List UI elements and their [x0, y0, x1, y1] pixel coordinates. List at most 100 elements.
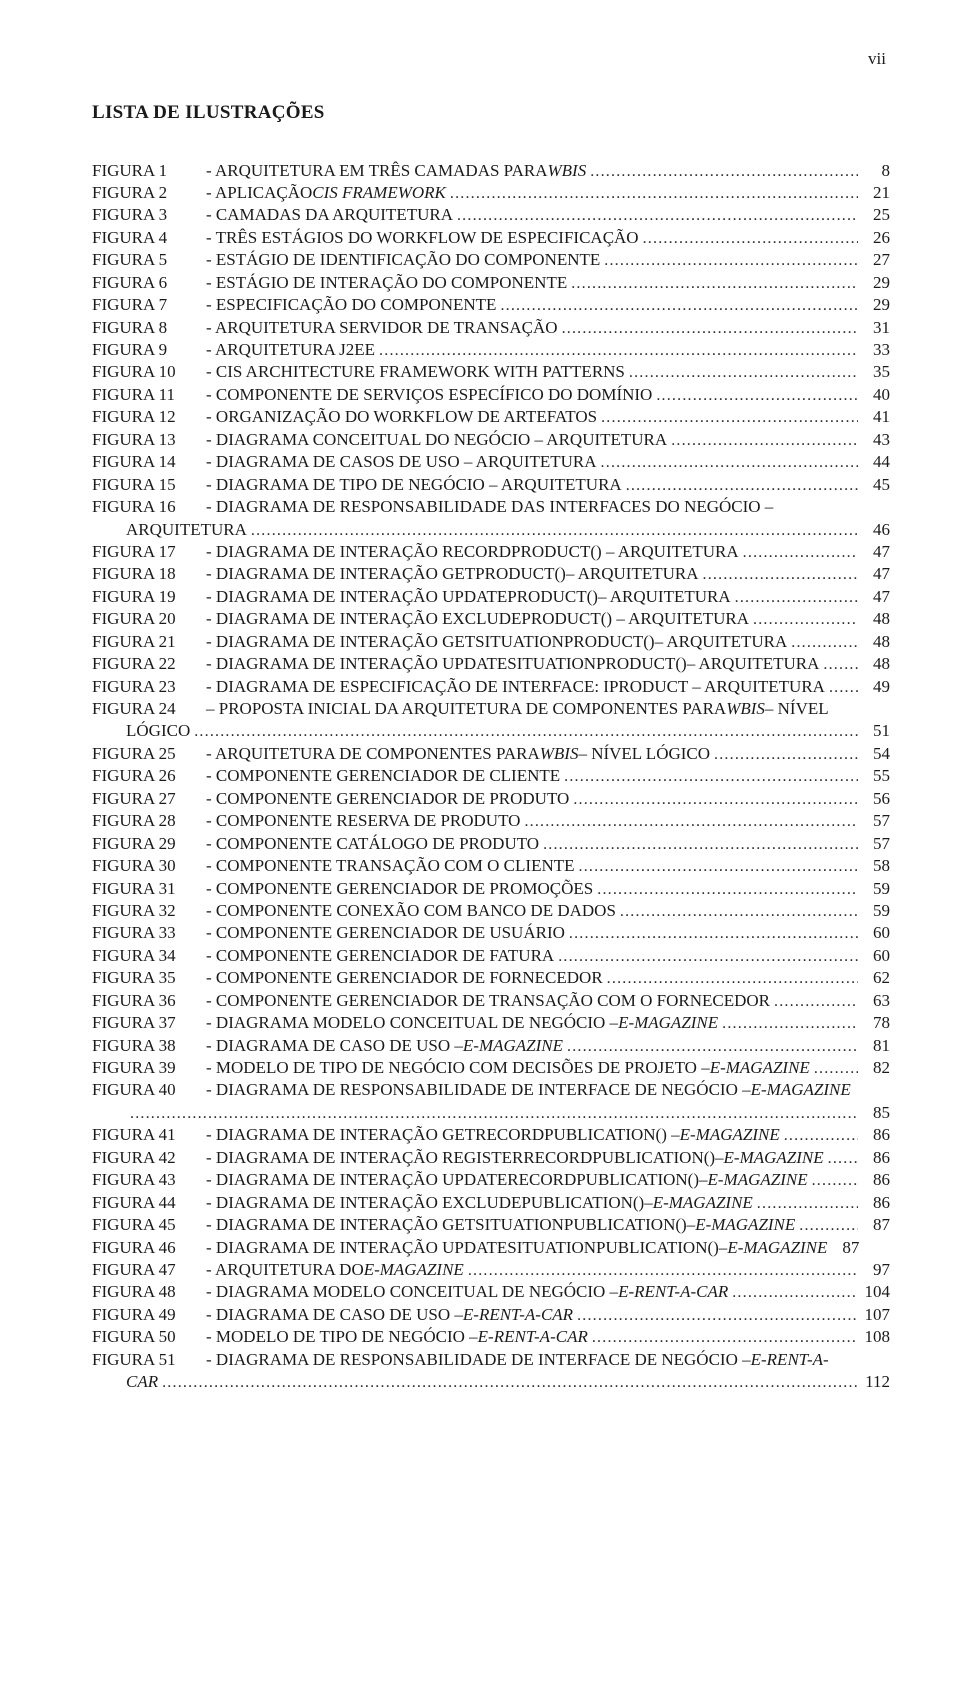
figure-label: FIGURA 26: [92, 765, 206, 787]
figure-italic: E-RENT-A-CAR: [463, 1304, 573, 1326]
figure-italic: E-RENT-A-CAR: [618, 1281, 728, 1303]
figure-page: 87: [858, 1214, 890, 1236]
figure-description: - ESTÁGIO DE INTERAÇÃO DO COMPONENTE: [206, 272, 567, 294]
figure-page: 43: [858, 429, 890, 451]
leader-dots: [731, 586, 858, 608]
figure-description: - DIAGRAMA DE RESPONSABILIDADE DAS INTER…: [206, 496, 773, 518]
leader-dots: [824, 1147, 858, 1169]
leader-dots: [520, 810, 858, 832]
figure-label: FIGURA 1: [92, 160, 206, 182]
leader-dots: [567, 272, 858, 294]
figure-label: FIGURA 42: [92, 1147, 206, 1169]
leader-dots: [667, 429, 858, 451]
figure-entry: FIGURA 44- DIAGRAMA DE INTERAÇÃO EXCLUDE…: [92, 1192, 890, 1214]
leader-dots: [825, 676, 858, 698]
leader-dots: [560, 765, 858, 787]
figure-label: FIGURA 43: [92, 1169, 206, 1191]
figure-description: - ARQUITETURA SERVIDOR DE TRANSAÇÃO: [206, 317, 558, 339]
figure-page: 63: [858, 990, 890, 1012]
figure-entry: FIGURA 28- COMPONENTE RESERVA DE PRODUTO…: [92, 810, 890, 832]
page-number: vii: [92, 48, 890, 70]
figure-description: - DIAGRAMA DE ESPECIFICAÇÃO DE INTERFACE…: [206, 676, 825, 698]
figure-label: FIGURA 5: [92, 249, 206, 271]
figure-label: FIGURA 50: [92, 1326, 206, 1348]
figure-label: FIGURA 9: [92, 339, 206, 361]
leader-dots: [446, 182, 858, 204]
figure-entry: FIGURA 27- COMPONENTE GERENCIADOR DE PRO…: [92, 788, 890, 810]
figure-label: FIGURA 29: [92, 833, 206, 855]
figure-description: - DIAGRAMA CONCEITUAL DO NEGÓCIO – ARQUI…: [206, 429, 667, 451]
figure-label: FIGURA 31: [92, 878, 206, 900]
figure-entry: FIGURA 9- ARQUITETURA J2EE33: [92, 339, 890, 361]
figure-description: - DIAGRAMA DE INTERAÇÃO EXCLUDEPRODUCT()…: [206, 608, 749, 630]
figure-entry: FIGURA 7- ESPECIFICAÇÃO DO COMPONENTE29: [92, 294, 890, 316]
figure-description: - ESPECIFICAÇÃO DO COMPONENTE: [206, 294, 496, 316]
leader-dots: [710, 743, 858, 765]
continuation-text: ARQUITETURA: [126, 519, 247, 541]
leader-dots: [597, 406, 858, 428]
figure-label: FIGURA 27: [92, 788, 206, 810]
figure-page: 48: [858, 653, 890, 675]
figure-label: FIGURA 46: [92, 1237, 206, 1259]
figure-page: 104: [858, 1281, 890, 1303]
figure-entry: FIGURA 50- MODELO DE TIPO DE NEGÓCIO – E…: [92, 1326, 890, 1348]
figure-page: 60: [858, 945, 890, 967]
figure-page: 46: [858, 519, 890, 541]
figure-description: - CIS ARCHITECTURE FRAMEWORK WITH PATTER…: [206, 361, 625, 383]
figure-label: FIGURA 33: [92, 922, 206, 944]
figure-italic: E-MAGAZINE: [708, 1169, 808, 1191]
figure-label: FIGURA 32: [92, 900, 206, 922]
leader-dots: [496, 294, 858, 316]
leader-dots: [554, 945, 858, 967]
figure-entry: FIGURA 4- TRÊS ESTÁGIOS DO WORKFLOW DE E…: [92, 227, 890, 249]
leader-dots: [464, 1259, 858, 1281]
figure-entry: FIGURA 51- DIAGRAMA DE RESPONSABILIDADE …: [92, 1349, 890, 1371]
figure-entry: FIGURA 6- ESTÁGIO DE INTERAÇÃO DO COMPON…: [92, 272, 890, 294]
figure-entry: FIGURA 47- ARQUITETURA DO E-MAGAZINE97: [92, 1259, 890, 1281]
figure-label: FIGURA 39: [92, 1057, 206, 1079]
figure-entry: FIGURA 19- DIAGRAMA DE INTERAÇÃO UPDATEP…: [92, 586, 890, 608]
leader-dots: [603, 967, 858, 989]
figure-page: 57: [858, 833, 890, 855]
figure-label: FIGURA 19: [92, 586, 206, 608]
figure-label: FIGURA 44: [92, 1192, 206, 1214]
figure-italic: E-MAGAZINE: [695, 1214, 795, 1236]
figure-entry: FIGURA 40- DIAGRAMA DE RESPONSABILIDADE …: [92, 1079, 890, 1101]
figure-page: 48: [858, 631, 890, 653]
figure-page: 59: [858, 878, 890, 900]
figure-label: FIGURA 23: [92, 676, 206, 698]
figure-entry: FIGURA 34- COMPONENTE GERENCIADOR DE FAT…: [92, 945, 890, 967]
figure-label: FIGURA 20: [92, 608, 206, 630]
figure-entry: FIGURA 12- ORGANIZAÇÃO DO WORKFLOW DE AR…: [92, 406, 890, 428]
figure-page: 58: [858, 855, 890, 877]
figure-description: - DIAGRAMA DE INTERAÇÃO GETPRODUCT()– AR…: [206, 563, 699, 585]
figure-label: FIGURA 30: [92, 855, 206, 877]
figure-italic: E-MAGAZINE: [364, 1259, 464, 1281]
figure-label: FIGURA 25: [92, 743, 206, 765]
figure-label: FIGURA 15: [92, 474, 206, 496]
figure-entry: FIGURA 43- DIAGRAMA DE INTERAÇÃO UPDATER…: [92, 1169, 890, 1191]
figure-label: FIGURA 51: [92, 1349, 206, 1371]
figure-page: 78: [858, 1012, 890, 1034]
figure-entry: FIGURA 36- COMPONENTE GERENCIADOR DE TRA…: [92, 990, 890, 1012]
figure-page: 81: [858, 1035, 890, 1057]
figure-entry: 85: [92, 1102, 890, 1124]
figure-description: - DIAGRAMA DE TIPO DE NEGÓCIO – ARQUITET…: [206, 474, 622, 496]
figure-description: - COMPONENTE GERENCIADOR DE USUÁRIO: [206, 922, 565, 944]
figure-description: - ORGANIZAÇÃO DO WORKFLOW DE ARTEFATOS: [206, 406, 597, 428]
figure-italic: WBIS: [540, 743, 579, 765]
figure-italic: E-MAGAZINE: [618, 1012, 718, 1034]
figure-italic: E-RENT-A-: [751, 1349, 829, 1371]
leader-dots: [622, 474, 858, 496]
leader-dots: [749, 608, 858, 630]
figure-entry: CAR 112: [92, 1371, 890, 1393]
leader-dots: [795, 1214, 858, 1236]
figure-page: 85: [858, 1102, 890, 1124]
figure-entry: FIGURA 10- CIS ARCHITECTURE FRAMEWORK WI…: [92, 361, 890, 383]
figure-entry: FIGURA 8- ARQUITETURA SERVIDOR DE TRANSA…: [92, 317, 890, 339]
figure-entry: FIGURA 23- DIAGRAMA DE ESPECIFICAÇÃO DE …: [92, 676, 890, 698]
leader-dots: [593, 878, 858, 900]
leader-dots: [586, 160, 858, 182]
figure-description: - COMPONENTE DE SERVIÇOS ESPECÍFICO DO D…: [206, 384, 652, 406]
figure-tail: – NÍVEL LÓGICO: [578, 743, 710, 765]
